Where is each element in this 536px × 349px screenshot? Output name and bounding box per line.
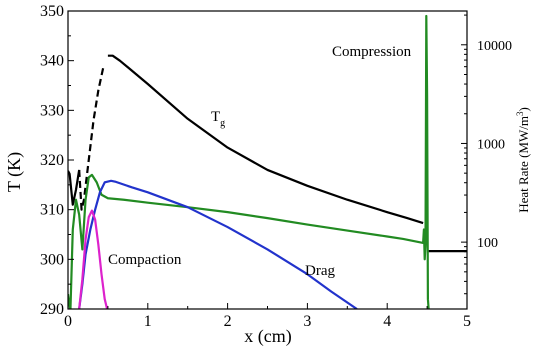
y2-tick-label: 1000 <box>477 137 505 152</box>
y2-axis: 100 1000 10000 <box>461 14 512 295</box>
x-tick-label: 2 <box>224 313 232 330</box>
y-axis-title: T (K) <box>4 152 25 192</box>
annotation-compaction: Compaction <box>108 252 182 268</box>
x-tick-label: 0 <box>64 313 72 330</box>
x-axis: 0 1 2 3 4 5 <box>64 303 471 330</box>
series-layer <box>68 14 467 309</box>
y2-axis-title-tail: ) <box>516 107 531 111</box>
annotation-tg: Tg <box>211 109 225 129</box>
x-tick-label: 5 <box>463 313 471 330</box>
y2-axis-title-sup: 3 <box>515 111 525 116</box>
x-tick-label: 4 <box>383 313 391 330</box>
y-tick-label: 290 <box>40 301 64 318</box>
series-line <box>78 67 105 211</box>
y-tick-label: 300 <box>40 251 64 268</box>
y2-axis-title-main: Heat Rate (MW/m <box>516 116 531 213</box>
annotation-compression: Compression <box>332 44 412 60</box>
y2-tick-label: 100 <box>477 236 498 251</box>
y-tick-label: 310 <box>40 202 64 219</box>
y-tick-label: 340 <box>40 53 64 70</box>
series-line <box>68 169 81 206</box>
y-tick-label: 330 <box>40 102 64 119</box>
x-tick-label: 1 <box>144 313 152 330</box>
y2-tick-label: 10000 <box>477 39 512 54</box>
x-axis-title: x (cm) <box>244 326 291 347</box>
series-line <box>78 179 358 309</box>
annotation-drag: Drag <box>305 263 335 279</box>
y-axis: 290 300 310 320 330 340 350 <box>40 3 74 318</box>
y-tick-label: 320 <box>40 152 64 169</box>
y-tick-label: 350 <box>40 3 64 20</box>
annotation-tg-sub: g <box>220 118 225 129</box>
series-line <box>107 54 424 225</box>
x-tick-label: 3 <box>303 313 311 330</box>
y2-axis-title: Heat Rate (MW/m3) <box>515 107 531 213</box>
series-line <box>78 209 109 309</box>
annotation-tg-main: T <box>211 109 220 125</box>
